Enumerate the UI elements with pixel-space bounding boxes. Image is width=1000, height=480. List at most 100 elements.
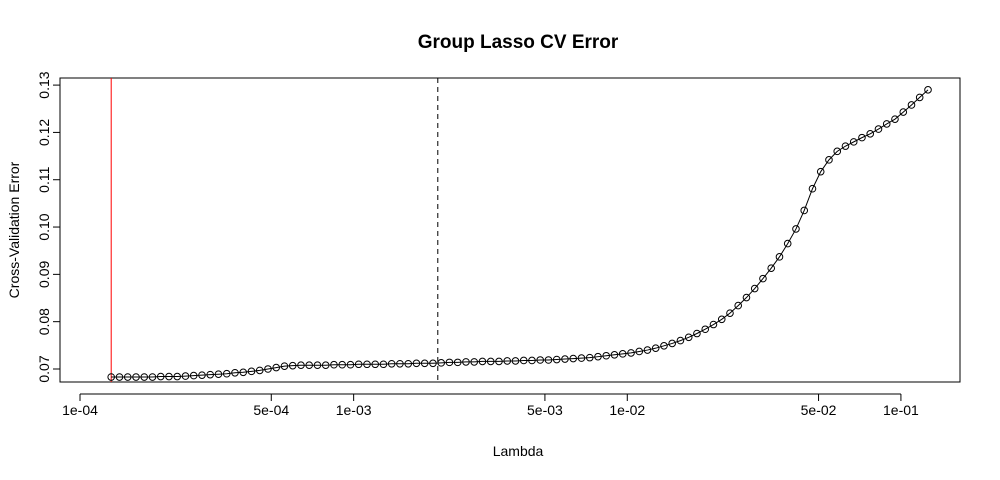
cv-point bbox=[668, 339, 676, 348]
cv-point bbox=[858, 133, 866, 142]
cv-point bbox=[585, 353, 594, 362]
cv-point bbox=[165, 372, 173, 381]
cv-point bbox=[354, 360, 363, 369]
cv-point bbox=[825, 156, 833, 164]
cv-point bbox=[272, 363, 281, 372]
cv-point bbox=[907, 101, 916, 109]
cv-point bbox=[618, 350, 627, 358]
cv-point bbox=[264, 365, 272, 373]
cv-point bbox=[371, 360, 380, 369]
y-axis-label: Cross-Validation Error bbox=[6, 161, 22, 298]
x-tick-label: 1e-02 bbox=[609, 402, 645, 418]
cv-point bbox=[849, 138, 858, 146]
cv-point bbox=[222, 369, 231, 378]
cv-point bbox=[577, 354, 586, 362]
cv-point bbox=[429, 359, 437, 368]
cv-point bbox=[808, 184, 817, 193]
cv-point bbox=[173, 372, 182, 381]
cv-point bbox=[445, 358, 454, 367]
cv-point bbox=[552, 355, 561, 364]
cv-point bbox=[693, 329, 701, 338]
cv-point bbox=[255, 366, 264, 375]
y-tick-label: 0.07 bbox=[36, 355, 52, 382]
x-tick-label: 1e-04 bbox=[62, 402, 98, 418]
cv-point bbox=[561, 355, 569, 363]
cv-point bbox=[717, 315, 726, 324]
cv-point bbox=[899, 108, 908, 116]
cv-point bbox=[107, 373, 115, 381]
cv-point bbox=[569, 354, 578, 363]
cv-point bbox=[123, 373, 132, 381]
x-axis-label: Lambda bbox=[493, 443, 544, 459]
cv-point bbox=[346, 360, 355, 369]
cv-point bbox=[206, 370, 215, 379]
cv-point bbox=[660, 342, 668, 350]
cv-point bbox=[239, 368, 248, 377]
cv-point bbox=[148, 373, 157, 381]
cv-point bbox=[519, 356, 528, 365]
cv-point bbox=[503, 357, 512, 365]
cv-point bbox=[288, 361, 297, 370]
cv-point bbox=[115, 373, 124, 381]
cv-point bbox=[486, 357, 495, 366]
cv-point bbox=[140, 373, 149, 381]
cv-point bbox=[651, 344, 660, 352]
cv-point bbox=[462, 358, 470, 366]
cv-point bbox=[882, 120, 891, 128]
cv-point bbox=[602, 351, 611, 360]
x-tick-label: 5e-04 bbox=[253, 402, 289, 418]
cv-point bbox=[528, 356, 536, 365]
cv-point bbox=[775, 253, 784, 261]
cv-point bbox=[387, 359, 396, 368]
cv-point bbox=[412, 359, 421, 368]
x-tick-label: 1e-03 bbox=[336, 402, 372, 418]
cv-point bbox=[915, 93, 924, 102]
cv-point bbox=[800, 206, 809, 215]
cv-point bbox=[363, 360, 371, 369]
cv-point bbox=[742, 293, 751, 302]
cv-point bbox=[396, 359, 404, 368]
cv-point bbox=[816, 167, 825, 176]
cv-point bbox=[330, 360, 338, 369]
cv-point bbox=[701, 325, 710, 334]
cv-point bbox=[313, 361, 322, 370]
cv-point bbox=[231, 368, 239, 377]
cv-point bbox=[156, 372, 165, 381]
cv-point bbox=[874, 125, 883, 133]
cv-point bbox=[536, 356, 545, 364]
x-tick-label: 1e-01 bbox=[883, 402, 919, 418]
cv-point bbox=[338, 360, 347, 369]
chart-title: Group Lasso CV Error bbox=[418, 32, 619, 53]
cv-point bbox=[627, 349, 635, 357]
cv-point bbox=[478, 357, 487, 366]
cv-point bbox=[726, 309, 734, 317]
cv-line bbox=[111, 89, 929, 378]
cv-point bbox=[189, 371, 198, 380]
cv-point bbox=[750, 284, 759, 293]
cv-point bbox=[198, 371, 206, 379]
cv-point bbox=[684, 333, 693, 342]
cv-point bbox=[280, 362, 289, 370]
cv-point bbox=[841, 142, 850, 150]
y-tick-label: 0.10 bbox=[36, 213, 52, 240]
cv-point bbox=[924, 86, 932, 94]
cv-point bbox=[214, 370, 223, 378]
y-tick-label: 0.08 bbox=[36, 308, 52, 335]
cv-point bbox=[594, 352, 602, 361]
cv-point bbox=[305, 361, 314, 370]
cv-point bbox=[404, 359, 413, 368]
cv-point bbox=[511, 357, 520, 365]
x-tick-label: 5e-02 bbox=[801, 402, 837, 418]
cv-point bbox=[420, 359, 429, 368]
y-tick-label: 0.13 bbox=[36, 71, 52, 98]
cv-point bbox=[676, 336, 685, 345]
y-tick-label: 0.12 bbox=[36, 119, 52, 146]
y-tick-label: 0.11 bbox=[36, 166, 52, 192]
cv-point bbox=[544, 356, 553, 364]
cv-point bbox=[610, 350, 619, 359]
cv-point bbox=[379, 360, 388, 369]
cv-point bbox=[709, 320, 718, 329]
cv-point bbox=[767, 264, 776, 273]
